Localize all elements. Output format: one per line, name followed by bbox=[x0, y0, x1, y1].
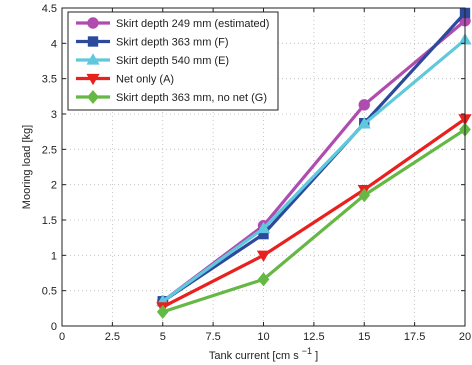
legend-item: Skirt depth 363 mm (F) bbox=[76, 36, 228, 49]
legend-swatch-marker bbox=[86, 73, 100, 86]
data-point bbox=[156, 304, 169, 319]
series-line bbox=[161, 11, 467, 303]
data-point bbox=[358, 188, 371, 203]
x-tick-label: 7.5 bbox=[205, 331, 220, 343]
legend-item: Skirt depth 249 mm (estimated) bbox=[76, 17, 269, 30]
data-point bbox=[358, 99, 370, 111]
data-point bbox=[257, 272, 270, 287]
data-point bbox=[256, 221, 271, 234]
y-tick-label: 4.5 bbox=[42, 3, 57, 15]
legend-item: Skirt depth 363 mm, no net (G) bbox=[76, 89, 267, 105]
y-tick-label: 1 bbox=[51, 250, 57, 262]
legend-swatch-marker bbox=[86, 53, 100, 65]
y-tick-label: 0.5 bbox=[42, 286, 57, 298]
y-tick-label: 3.5 bbox=[42, 74, 57, 86]
x-tick-label: 2.5 bbox=[105, 331, 120, 343]
x-axis-label-main: Tank current [cm s bbox=[209, 350, 299, 362]
x-tick-label: 17.5 bbox=[404, 331, 425, 343]
legend-label: Net only (A) bbox=[116, 74, 174, 86]
legend-item: Net only (A) bbox=[76, 74, 174, 86]
y-tick-label: 1.5 bbox=[42, 215, 57, 227]
y-tick-label: 3 bbox=[51, 109, 57, 121]
series-2 bbox=[156, 33, 472, 306]
legend-swatch-marker bbox=[87, 89, 99, 105]
y-tick-label: 0 bbox=[51, 321, 57, 333]
y-tick-label: 4 bbox=[51, 38, 57, 50]
data-point bbox=[256, 250, 271, 263]
series-layer bbox=[156, 7, 472, 319]
series-line bbox=[162, 117, 466, 309]
x-tick-label: 0 bbox=[59, 331, 65, 343]
series-line bbox=[162, 128, 466, 314]
legend-label: Skirt depth 540 mm (E) bbox=[116, 55, 229, 67]
x-axis-label-superscript: −1 bbox=[302, 346, 312, 356]
legend: Skirt depth 249 mm (estimated) Skirt dept… bbox=[67, 11, 279, 111]
x-tick-label: 20 bbox=[459, 331, 471, 343]
x-tick-label: 5 bbox=[160, 331, 166, 343]
axis-ticks: 0 2.5 5 7.5 10 12.5 15 17.5 20 0 0.5 1 1.5 2 2.5 3 3.5 4 4… bbox=[42, 3, 471, 343]
x-tick-label: 12.5 bbox=[303, 331, 324, 343]
x-tick-label: 10 bbox=[257, 331, 269, 343]
legend-item: Skirt depth 540 mm (E) bbox=[76, 53, 229, 67]
legend-label: Skirt depth 249 mm (estimated) bbox=[116, 18, 269, 30]
x-axis-label-suffix: ] bbox=[315, 350, 318, 362]
legend-label: Skirt depth 363 mm (F) bbox=[116, 37, 228, 49]
y-tick-label: 2.5 bbox=[42, 144, 57, 156]
data-point bbox=[357, 117, 371, 129]
legend-label: Skirt depth 363 mm, no net (G) bbox=[116, 92, 267, 104]
x-tick-label: 15 bbox=[358, 331, 370, 343]
y-axis-label: Mooring load [kg] bbox=[21, 125, 33, 209]
legend-swatch-marker bbox=[87, 36, 99, 47]
y-tick-label: 2 bbox=[51, 180, 57, 192]
series-line bbox=[161, 38, 467, 303]
legend-swatch-marker bbox=[87, 17, 99, 29]
x-axis-label: Tank current [cm s −1 ] bbox=[209, 345, 318, 362]
